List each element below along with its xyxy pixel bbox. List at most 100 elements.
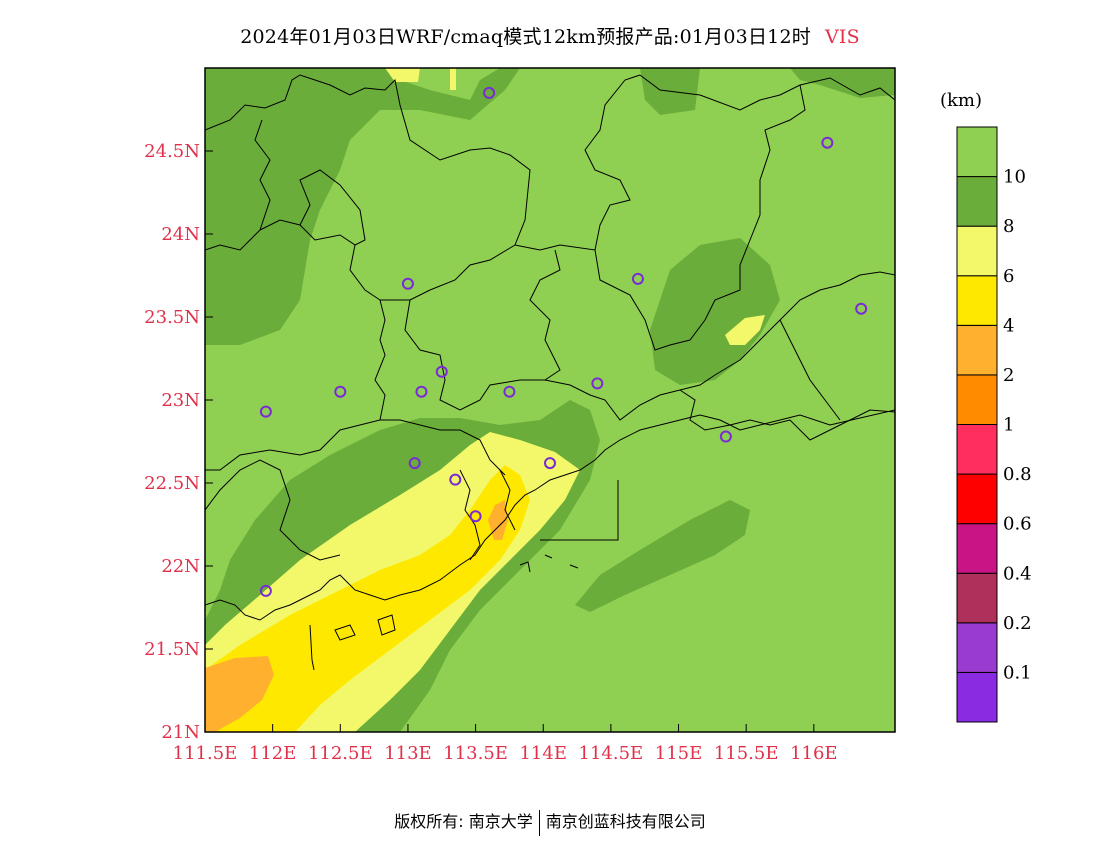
lat-tick-label: 21.5N [144, 639, 200, 660]
colorbar-swatch [956, 473, 998, 525]
station-marker [719, 430, 732, 443]
vis-8-10-northeast-top [790, 68, 895, 98]
colorbar-swatch [956, 176, 998, 227]
colorbar-label: 6 [1003, 266, 1014, 287]
vis-2-4-estuary [488, 500, 508, 540]
lon-tick-label: 113.5E [443, 743, 508, 764]
station-marker [259, 405, 272, 418]
station-marker [483, 86, 496, 99]
island-3 [309, 624, 315, 671]
station-marker [415, 385, 428, 398]
lon-tick-label: 114.5E [579, 743, 644, 764]
colorbar-swatch [956, 671, 998, 723]
station-marker [334, 385, 347, 398]
colorbar-label: 0.6 [1003, 514, 1032, 535]
boundary-lines [205, 74, 895, 671]
county-line-5 [404, 249, 561, 411]
lon-tick-label: 115E [655, 743, 703, 764]
station-marker [503, 385, 516, 398]
hong-kong-boundary [540, 480, 619, 541]
colorbar-swatch [956, 275, 998, 326]
station-marker [401, 277, 414, 290]
lon-tick-label: 112.5E [308, 743, 373, 764]
island-4 [519, 554, 579, 573]
county-line-1 [205, 119, 271, 251]
province-boundary-north [205, 74, 641, 251]
lon-tick-label: 116E [790, 743, 838, 764]
county-line-2 [205, 219, 386, 471]
colorbar-swatch [956, 324, 998, 376]
colorbar-label: 0.4 [1003, 563, 1032, 584]
station-marker [855, 302, 868, 315]
station-markers [259, 86, 868, 597]
vis-8-10-west [205, 68, 520, 345]
island-1 [334, 624, 356, 641]
vis-6-8-east-spot [725, 315, 765, 345]
station-marker [469, 510, 482, 523]
colorbar-label: 4 [1003, 315, 1014, 336]
vis-8-10-offshore [575, 500, 750, 612]
vis-6-8-north-spot [385, 68, 420, 82]
station-marker [435, 365, 448, 378]
colorbar-swatch [956, 374, 998, 425]
lat-tick-label: 21N [161, 722, 200, 743]
footer-separator [538, 809, 540, 836]
station-marker [821, 136, 834, 149]
lat-tick-label: 22N [161, 556, 200, 577]
county-line-6 [594, 84, 806, 351]
map-axes: 111.5E 112E 112.5E 113E 113.5E 114E 114.5E 115E… [144, 141, 837, 764]
colorbar-swatch [956, 622, 998, 673]
copyright-left: 版权所有: 南京大学 [394, 812, 533, 831]
coastline-main [205, 409, 895, 621]
lon-tick-label: 113E [384, 743, 432, 764]
lon-tick-label: 112E [249, 743, 297, 764]
county-line-12 [380, 419, 506, 476]
lat-tick-label: 23.5N [144, 307, 200, 328]
lat-tick-label: 24.5N [144, 141, 200, 162]
county-line-11 [205, 459, 341, 561]
lat-tick-label: 23N [161, 390, 200, 411]
station-marker [408, 457, 421, 470]
title-text: 2024年01月03日WRF/cmaq模式12km预报产品:01月03日12时 [240, 26, 811, 48]
county-line-7 [544, 359, 741, 421]
vis-4-6-coast [205, 465, 530, 732]
colorbar-label: 0.2 [1003, 613, 1032, 634]
colorbar-unit: (km) [940, 90, 983, 111]
county-line-10 [779, 319, 841, 421]
colorbar-label: 8 [1003, 216, 1014, 237]
island-2 [377, 614, 396, 636]
colorbar-label: 2 [1003, 365, 1014, 386]
county-line-3 [299, 169, 366, 246]
colorbar-swatch [956, 424, 998, 475]
copyright-right: 南京创蓝科技有限公司 [545, 812, 706, 831]
colorbar-swatch [956, 572, 998, 624]
colorbar-label: 0.1 [1003, 662, 1032, 683]
station-marker [631, 272, 644, 285]
lat-tick-label: 22.5N [144, 473, 200, 494]
lon-tick-label: 114E [519, 743, 567, 764]
colorbar-swatch [956, 523, 998, 574]
province-boundary-northeast [639, 74, 895, 111]
station-marker [544, 457, 556, 470]
county-line-9 [679, 389, 895, 441]
station-marker [259, 584, 272, 597]
map-title: 2024年01月03日WRF/cmaq模式12km预报产品:01月03日12时 V… [0, 22, 1100, 49]
colorbar-label: 1 [1003, 415, 1014, 436]
vis-6-8-north-spot2 [450, 68, 456, 90]
lat-tick-label: 24N [161, 224, 200, 245]
colorbar-swatch [956, 225, 998, 277]
lon-tick-label: 115.5E [714, 743, 779, 764]
vis-8-10-east-patch [650, 238, 780, 385]
colorbar-label: 10 [1003, 167, 1026, 188]
county-line-8 [739, 271, 895, 361]
station-marker [591, 377, 604, 390]
lon-tick-label: 111.5E [173, 743, 238, 764]
variable-name: VIS [824, 26, 860, 48]
colorbar: 0.1 0.2 0.4 0.6 0.8 1 2 4 6 8 10 [956, 126, 1032, 723]
vis-2-4-southwest [205, 656, 274, 732]
colorbar-swatch [956, 126, 998, 178]
colorbar-label: 0.8 [1003, 464, 1032, 485]
visibility-field [205, 68, 895, 732]
station-marker [449, 473, 462, 486]
copyright-footer: 版权所有: 南京大学 南京创蓝科技有限公司 [0, 808, 1100, 836]
